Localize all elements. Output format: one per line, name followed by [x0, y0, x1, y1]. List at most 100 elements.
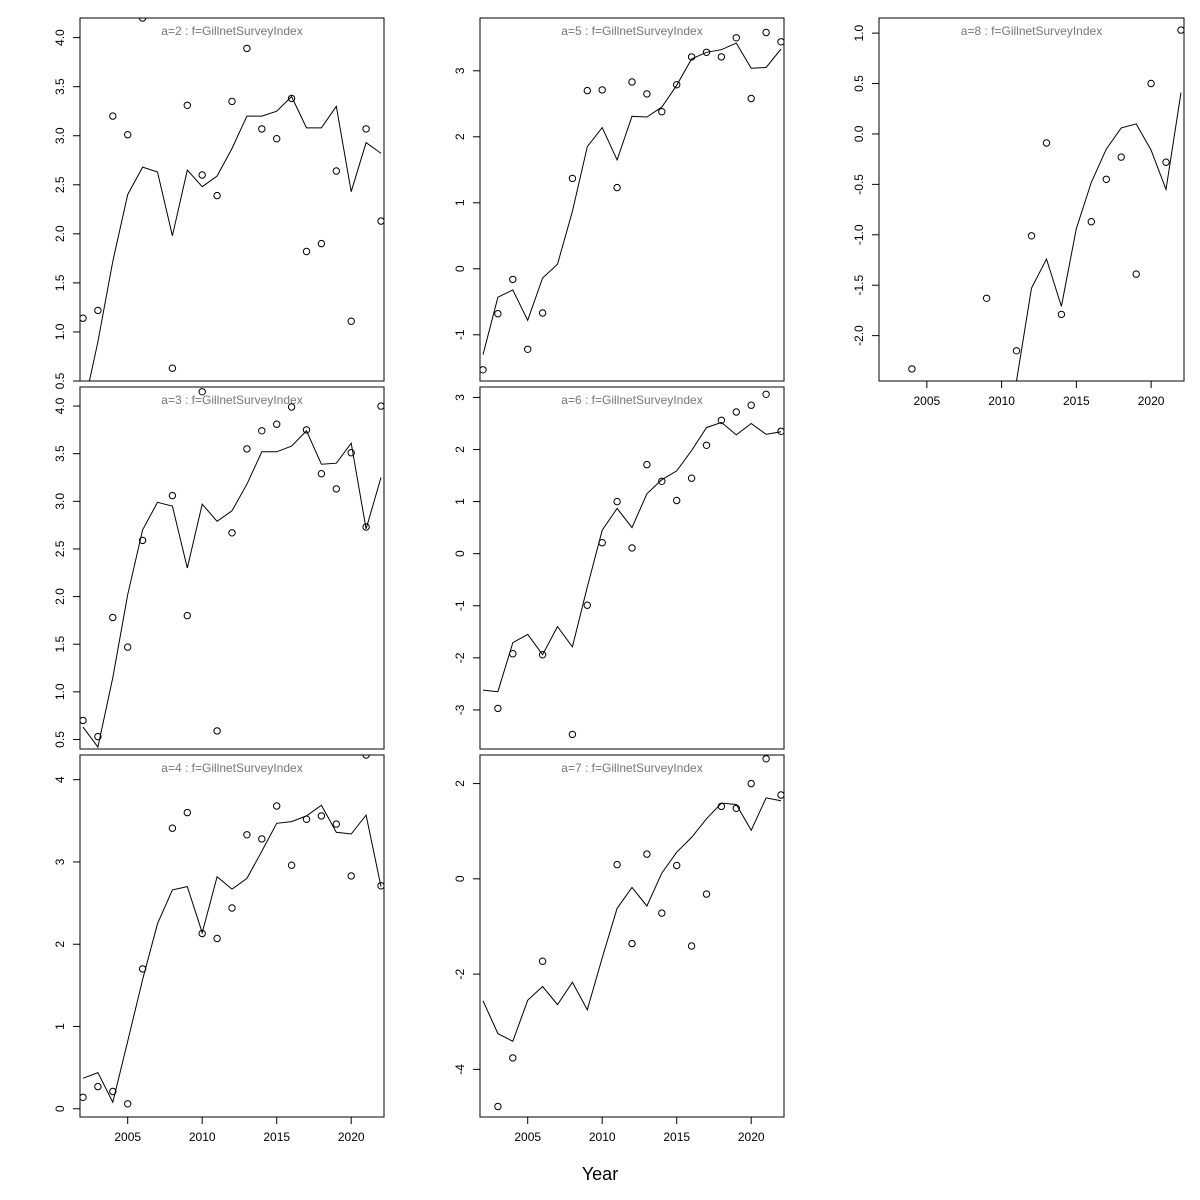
observation-point: [538, 957, 547, 965]
y-tick-label: 4.0: [53, 29, 67, 46]
y-tick-label: 1.0: [852, 24, 866, 41]
y-tick-label: 2: [453, 780, 467, 787]
observation-point: [643, 90, 651, 98]
fitted-line: [88, 95, 382, 381]
observation-point: [317, 812, 326, 820]
observation-point: [673, 861, 681, 870]
y-tick-label: -1: [453, 600, 467, 611]
x-tick-label: 2020: [1138, 394, 1165, 408]
y-tick-label: 0.0: [852, 125, 866, 142]
x-tick-label: 2010: [988, 394, 1015, 408]
observation-point: [702, 48, 711, 56]
observation-point: [124, 131, 132, 139]
observation-point: [258, 427, 266, 435]
y-tick-label: 4: [53, 776, 67, 783]
observation-point: [613, 497, 621, 506]
y-tick-label: 1.5: [53, 636, 67, 653]
x-tick-label: 2005: [514, 1130, 541, 1144]
y-tick-label: 1.0: [53, 683, 67, 700]
observation-point: [168, 491, 177, 500]
observation-point: [243, 44, 251, 53]
y-tick-label: 3.0: [53, 493, 67, 510]
observation-point: [94, 1082, 102, 1091]
observation-point: [613, 183, 621, 192]
y-tick-label: -0.5: [852, 174, 866, 195]
observation-point: [332, 167, 340, 175]
observation-point: [317, 239, 326, 248]
observation-point: [480, 366, 487, 374]
observation-point: [362, 523, 370, 531]
observation-point: [347, 317, 355, 325]
observation-point: [287, 94, 296, 103]
observation-point: [228, 97, 236, 106]
y-tick-label: -1: [453, 329, 467, 340]
observation-point: [687, 942, 696, 950]
observation-point: [287, 861, 296, 869]
y-tick-label: -2: [453, 968, 467, 979]
observation-point: [287, 403, 296, 411]
panel-title: a=8 : f=GillnetSurveyIndex: [961, 24, 1102, 38]
observation-point: [377, 217, 384, 225]
x-tick-label: 2015: [263, 1130, 290, 1144]
y-tick-label: 1: [453, 498, 467, 505]
observation-point: [494, 1102, 502, 1111]
fitted-line: [482, 421, 782, 693]
observation-point: [124, 1100, 132, 1108]
y-tick-label: 2: [453, 446, 467, 453]
observation-point: [643, 850, 651, 858]
panel-title: a=3 : f=GillnetSurveyIndex: [161, 393, 302, 407]
observation-point: [1027, 232, 1036, 240]
x-tick-label: 2010: [589, 1130, 616, 1144]
observation-point: [1177, 26, 1184, 34]
observation-point: [673, 81, 681, 89]
observation-point: [377, 882, 384, 890]
observation-point: [138, 18, 147, 22]
observation-point: [80, 1093, 87, 1101]
observation-point: [183, 101, 192, 110]
observation-point: [717, 53, 726, 61]
observation-point: [538, 309, 547, 317]
observation-point: [80, 716, 87, 725]
observation-point: [777, 791, 784, 799]
y-tick-label: 2.5: [53, 176, 67, 193]
observation-point: [762, 28, 770, 37]
observation-point: [198, 171, 206, 179]
x-tick-label: 2015: [1063, 394, 1090, 408]
panel-1: a=2 : f=GillnetSurveyIndex 0.5 1.0 1.5 2.0 2.…: [53, 17, 385, 389]
observation-point: [198, 929, 206, 938]
fitted-line: [82, 429, 382, 749]
observation-point: [302, 247, 311, 256]
observation-point: [138, 965, 147, 973]
observation-point: [494, 310, 502, 318]
observation-point: [80, 314, 87, 322]
observation-point: [258, 125, 266, 133]
y-tick-label: 3: [53, 858, 67, 865]
y-tick-label: 3: [453, 67, 467, 74]
x-tick-label: 2020: [738, 1130, 765, 1144]
observation-point: [628, 939, 636, 948]
panel-6: a=7 : f=GillnetSurveyIndex -4 -2 0 2 2005 2010…: [453, 754, 785, 1144]
fitted-line: [82, 804, 382, 1104]
panel-title: a=4 : f=GillnetSurveyIndex: [161, 761, 302, 775]
y-tick-label: -3: [453, 704, 467, 715]
observation-point: [687, 474, 696, 482]
observation-point: [273, 420, 281, 428]
observation-point: [1102, 175, 1111, 184]
panel-title: a=7 : f=GillnetSurveyIndex: [561, 761, 702, 775]
panel-4: a=5 : f=GillnetSurveyIndex -1 0 1 2 3: [453, 17, 785, 382]
observation-point: [1012, 347, 1021, 355]
observation-point: [317, 470, 326, 478]
panel-title: a=6 : f=GillnetSurveyIndex: [561, 393, 702, 407]
y-tick-label: -4: [453, 1064, 467, 1075]
observation-point: [109, 1087, 117, 1096]
observation-point: [762, 755, 770, 763]
observation-point: [138, 536, 147, 545]
panel-frame: [79, 754, 385, 1118]
y-tick-label: -2.0: [852, 325, 866, 346]
observation-point: [347, 872, 355, 880]
fitted-line: [482, 42, 782, 355]
observation-point: [747, 401, 755, 409]
observation-point: [109, 613, 117, 622]
y-tick-label: 0.5: [852, 75, 866, 92]
y-tick-label: 1: [453, 199, 467, 206]
